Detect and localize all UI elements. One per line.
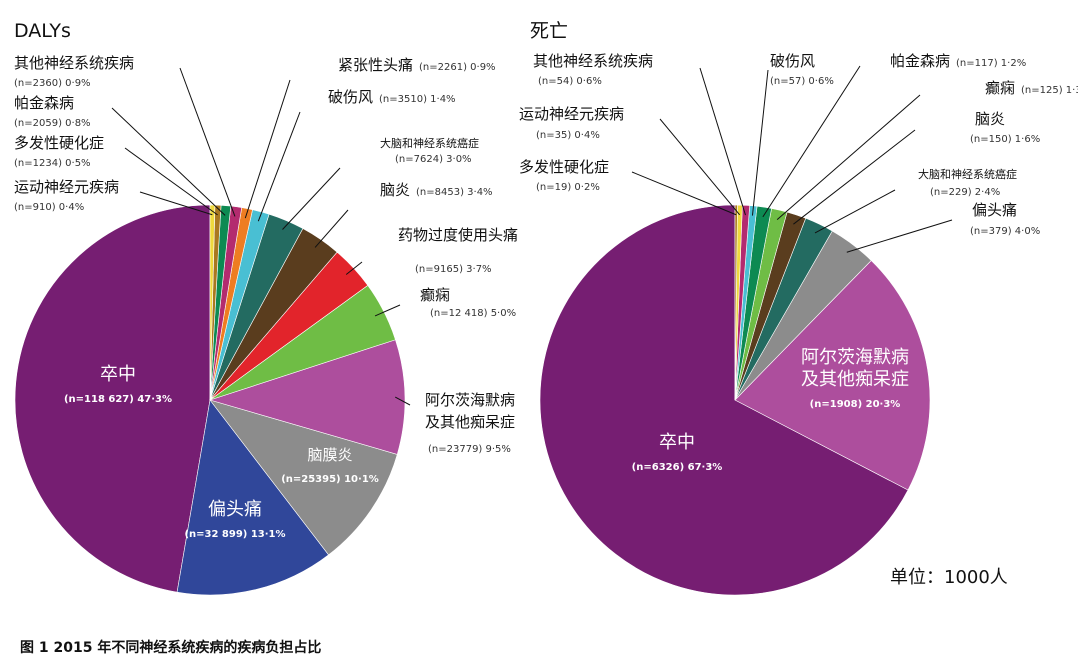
leader-line-6 <box>314 209 349 248</box>
leader-line-4 <box>793 129 916 225</box>
pie-slice-- <box>539 204 909 596</box>
slice-value-10: (n=19) 0·2% <box>536 182 600 193</box>
slice-label-3: 大脑和神经系统癌症 <box>918 167 1017 181</box>
leader-line-2 <box>846 219 953 253</box>
slice-value-1: (n=1908) 20·3% <box>810 399 901 410</box>
slice-value-3: (n=229) 2·4% <box>930 187 1000 198</box>
leader-line-9 <box>659 118 741 216</box>
labels-0: 卒中 (n=118 627) 47·3% 偏头痛 (n=32 899) 13·1% 脑膜… <box>14 54 518 540</box>
leader-line-4 <box>374 304 401 317</box>
slice-label-5: 药物过度使用头痛 <box>398 226 518 244</box>
pie-slice-- <box>734 260 931 491</box>
pie-slice-- <box>176 399 329 596</box>
leader-line-5 <box>345 261 363 275</box>
leader-line-3 <box>814 189 896 234</box>
slice-label-13: 运动神经元疾病 <box>14 178 119 196</box>
slice-value-6: (n=8453) 3·4% <box>416 187 493 198</box>
slice-value-1: (n=32 899) 13·1% <box>184 529 285 540</box>
pie-slice-- <box>14 204 211 593</box>
slice-label-6: 帕金森病 <box>890 52 950 70</box>
slice-value-8: (n=54) 0·6% <box>538 76 602 87</box>
slice-label-9: 紧张性头痛 <box>338 56 413 74</box>
slice-label-3: 阿尔茨海默病 <box>425 391 515 409</box>
leader-line-8 <box>257 111 301 222</box>
slice-value-8: (n=3510) 1·4% <box>379 94 456 105</box>
pie-slice-- <box>734 204 738 401</box>
slice-value-0: (n=6326) 67·3% <box>632 462 723 473</box>
slice-value-4: (n=150) 1·6% <box>970 134 1040 145</box>
slice-label-9: 运动神经元疾病 <box>519 105 624 123</box>
slice-value-9: (n=35) 0·4% <box>536 130 600 141</box>
leader-line-11 <box>111 107 226 216</box>
slice-label-6: 脑炎 <box>380 181 410 199</box>
slice-value-3: (n=23779) 9·5% <box>428 444 511 455</box>
figure-caption: 图 1 2015 年不同神经系统疾病的疾病负担占比 <box>20 639 321 656</box>
leader-line-10 <box>631 171 737 216</box>
slice-label-0: 卒中 <box>100 364 136 385</box>
slice-label-4: 癫痫 <box>420 286 450 304</box>
slice-value-12: (n=1234) 0·5% <box>14 158 91 169</box>
slice-value-9: (n=2261) 0·9% <box>419 62 496 73</box>
slice-label-8: 破伤风 <box>328 88 373 106</box>
slice-label-8: 其他神经系统疾病 <box>533 52 653 70</box>
slice-label-10: 其他神经系统疾病 <box>14 54 134 72</box>
leader-line-7 <box>751 69 769 216</box>
slice-value-13: (n=910) 0·4% <box>14 202 84 213</box>
leader-line-10 <box>179 67 236 217</box>
slice-value-10: (n=2360) 0·9% <box>14 78 91 89</box>
chart-title-0: DALYs <box>14 20 71 42</box>
slice-label-4: 脑炎 <box>975 110 1005 128</box>
slice-value-6: (n=117) 1·2% <box>956 58 1026 69</box>
dalys-pie-chart: DALYs 卒中 (n=118 627) 47·3% 偏头痛 (n=32 899) 13… <box>14 20 518 596</box>
leader-line-12 <box>124 147 218 216</box>
slice-label-2: 偏头痛 <box>972 201 1017 219</box>
leader-line-5 <box>776 94 921 220</box>
slice-label-11: 帕金森病 <box>14 94 74 112</box>
slice-label-5: 癫痫 <box>985 79 1015 97</box>
leader-line-3 <box>394 396 411 406</box>
slices-1 <box>539 204 931 596</box>
slice-label-2: 脑膜炎 <box>307 446 352 464</box>
chart-title-1: 死亡 <box>530 20 568 42</box>
slice-label-3: 及其他痴呆症 <box>425 413 515 431</box>
slice-label-0: 卒中 <box>659 432 695 453</box>
leader-line-8 <box>699 67 746 216</box>
slice-label-7: 破伤风 <box>770 52 815 70</box>
slice-value-5: (n=125) 1·3% <box>1021 85 1078 96</box>
slice-value-2: (n=25395) 10·1% <box>281 474 379 485</box>
slice-value-2: (n=379) 4·0% <box>970 226 1040 237</box>
slice-value-7: (n=7624) 3·0% <box>395 154 472 165</box>
slice-value-5: (n=9165) 3·7% <box>415 264 492 275</box>
slice-label-1: 及其他痴呆症 <box>801 369 909 390</box>
slice-label-1: 偏头痛 <box>208 499 262 520</box>
slice-label-7: 大脑和神经系统癌症 <box>380 136 479 150</box>
leader-line-6 <box>762 65 861 218</box>
slice-value-4: (n=12 418) 5·0% <box>430 308 516 319</box>
pie-slice-- <box>208 339 406 455</box>
slice-value-11: (n=2059) 0·8% <box>14 118 91 129</box>
pie-slice-- <box>209 399 398 556</box>
slice-label-10: 多发性硬化症 <box>519 158 609 176</box>
leader-line-7 <box>282 167 341 230</box>
unit-label: 单位：1000人 <box>890 567 1008 588</box>
leader-line-13 <box>139 191 213 216</box>
slice-value-7: (n=57) 0·6% <box>770 76 834 87</box>
slice-label-12: 多发性硬化症 <box>14 134 104 152</box>
slice-value-0: (n=118 627) 47·3% <box>64 394 172 405</box>
slice-label-1: 阿尔茨海默病 <box>801 347 909 368</box>
leader-line-9 <box>244 79 291 219</box>
